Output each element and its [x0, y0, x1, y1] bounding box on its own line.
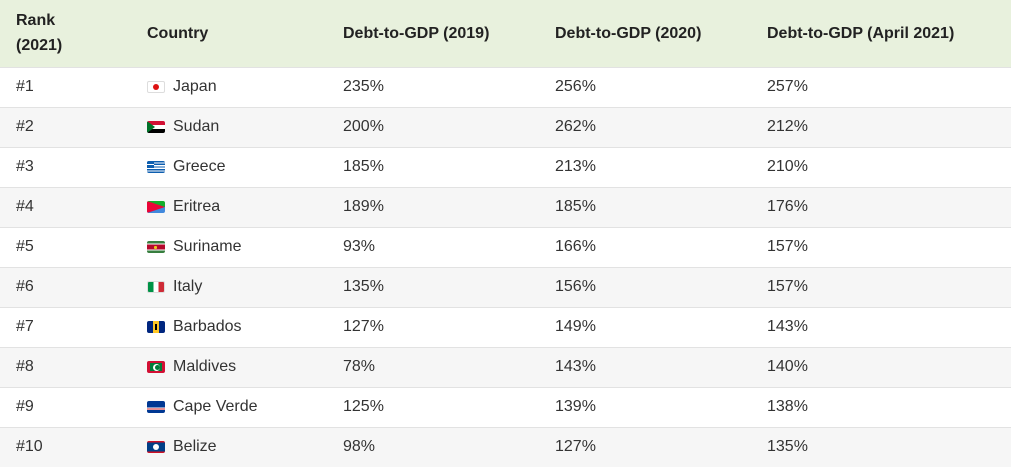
debt-2020-cell: 262%: [555, 118, 596, 135]
cape-verde-flag-icon: [147, 401, 165, 413]
debt-2019-cell: 235%: [343, 78, 384, 95]
debt-2020-cell: 185%: [555, 198, 596, 215]
country-name: Belize: [173, 438, 217, 456]
sudan-flag-icon: [147, 121, 165, 133]
country-name: Suriname: [173, 238, 242, 255]
italy-flag-icon: [147, 281, 165, 293]
debt-2021-cell: 210%: [767, 158, 808, 175]
rank-cell: #4: [16, 198, 34, 215]
rank-cell: #3: [16, 158, 34, 175]
header-debt-2019: Debt-to-GDP (2019): [343, 24, 490, 42]
rank-cell: #2: [16, 118, 34, 135]
header-debt-2020: Debt-to-GDP (2020): [555, 24, 702, 42]
rank-cell: #7: [16, 318, 34, 335]
suriname-flag-icon: [147, 241, 165, 253]
debt-2021-cell: 138%: [767, 398, 808, 415]
country-cell: Suriname: [131, 227, 327, 267]
debt-2021-cell: 157%: [767, 238, 808, 255]
table-row: #1 Japan 235% 256% 257%: [0, 67, 1011, 107]
header-country: Country: [147, 24, 209, 42]
maldives-flag-icon: [147, 361, 165, 373]
header-rank: Rank (2021): [0, 0, 131, 67]
table-row: #7 Barbados 127% 149% 143%: [0, 307, 1011, 347]
table-row: #10 Belize 98% 127% 135%: [0, 427, 1011, 467]
debt-2020-cell: 256%: [555, 78, 596, 95]
table-row: #3 Greece 185% 213% 210%: [0, 147, 1011, 187]
belize-flag-icon: [147, 441, 165, 454]
country-cell: Belize: [131, 427, 327, 467]
debt-2019-cell: 78%: [343, 358, 376, 375]
country-cell: Cape Verde: [131, 387, 327, 427]
table-row: #9 Cape Verde 125% 139% 138%: [0, 387, 1011, 427]
debt-2019-cell: 98%: [343, 438, 376, 456]
table-row: #8 Maldives 78% 143% 140%: [0, 347, 1011, 387]
country-cell: Maldives: [131, 347, 327, 387]
debt-2019-cell: 127%: [343, 318, 384, 335]
header-rank-line1: Rank: [16, 12, 56, 30]
rank-cell: #9: [16, 398, 34, 415]
debt-2020-cell: 166%: [555, 238, 596, 255]
rank-cell: #1: [16, 78, 34, 95]
debt-2019-cell: 189%: [343, 198, 384, 215]
debt-2021-cell: 143%: [767, 318, 808, 335]
rank-cell: #5: [16, 238, 34, 255]
debt-2021-cell: 157%: [767, 278, 808, 295]
debt-2019-cell: 200%: [343, 118, 384, 135]
debt-2021-cell: 212%: [767, 118, 808, 135]
debt-2021-cell: 176%: [767, 198, 808, 215]
japan-flag-icon: [147, 81, 165, 93]
country-cell: Eritrea: [131, 187, 327, 227]
country-cell: Italy: [131, 267, 327, 307]
country-cell: Sudan: [131, 107, 327, 147]
debt-2019-cell: 185%: [343, 158, 384, 175]
debt-2020-cell: 139%: [555, 398, 596, 415]
country-cell: Greece: [131, 147, 327, 187]
country-name: Greece: [173, 158, 226, 175]
country-cell: Japan: [131, 67, 327, 107]
header-rank-line2: (2021): [16, 37, 63, 55]
debt-2020-cell: 213%: [555, 158, 596, 175]
eritrea-flag-icon: [147, 201, 165, 213]
rank-cell: #8: [16, 358, 34, 375]
debt-2020-cell: 143%: [555, 358, 596, 375]
debt-2020-cell: 156%: [555, 278, 596, 295]
country-name: Barbados: [173, 318, 242, 335]
debt-2020-cell: 149%: [555, 318, 596, 335]
country-name: Italy: [173, 278, 203, 295]
debt-2019-cell: 93%: [343, 238, 376, 255]
table-row: #6 Italy 135% 156% 157%: [0, 267, 1011, 307]
country-name: Maldives: [173, 358, 237, 375]
debt-2020-cell: 127%: [555, 438, 596, 456]
country-name: Japan: [173, 78, 217, 95]
country-name: Cape Verde: [173, 398, 258, 415]
rank-cell: #6: [16, 278, 34, 295]
country-name: Eritrea: [173, 198, 221, 215]
table-row: #2 Sudan 200% 262% 212%: [0, 107, 1011, 147]
debt-2021-cell: 257%: [767, 78, 808, 95]
country-name: Sudan: [173, 118, 220, 135]
rank-cell: #10: [16, 438, 43, 456]
debt-2021-cell: 140%: [767, 358, 808, 375]
debt-2021-cell: 135%: [767, 438, 808, 456]
debt-2019-cell: 135%: [343, 278, 384, 295]
table-row: #4 Eritrea 189% 185% 176%: [0, 187, 1011, 227]
header-debt-2021: Debt-to-GDP (April 2021): [767, 24, 955, 42]
table-header-row: Rank (2021) Country Debt-to-GDP (2019) D…: [0, 0, 1011, 67]
table-row: #5 Suriname 93% 166% 157%: [0, 227, 1011, 267]
barbados-flag-icon: [147, 321, 165, 333]
country-cell: Barbados: [131, 307, 327, 347]
greece-flag-icon: [147, 161, 165, 173]
debt-2019-cell: 125%: [343, 398, 384, 415]
